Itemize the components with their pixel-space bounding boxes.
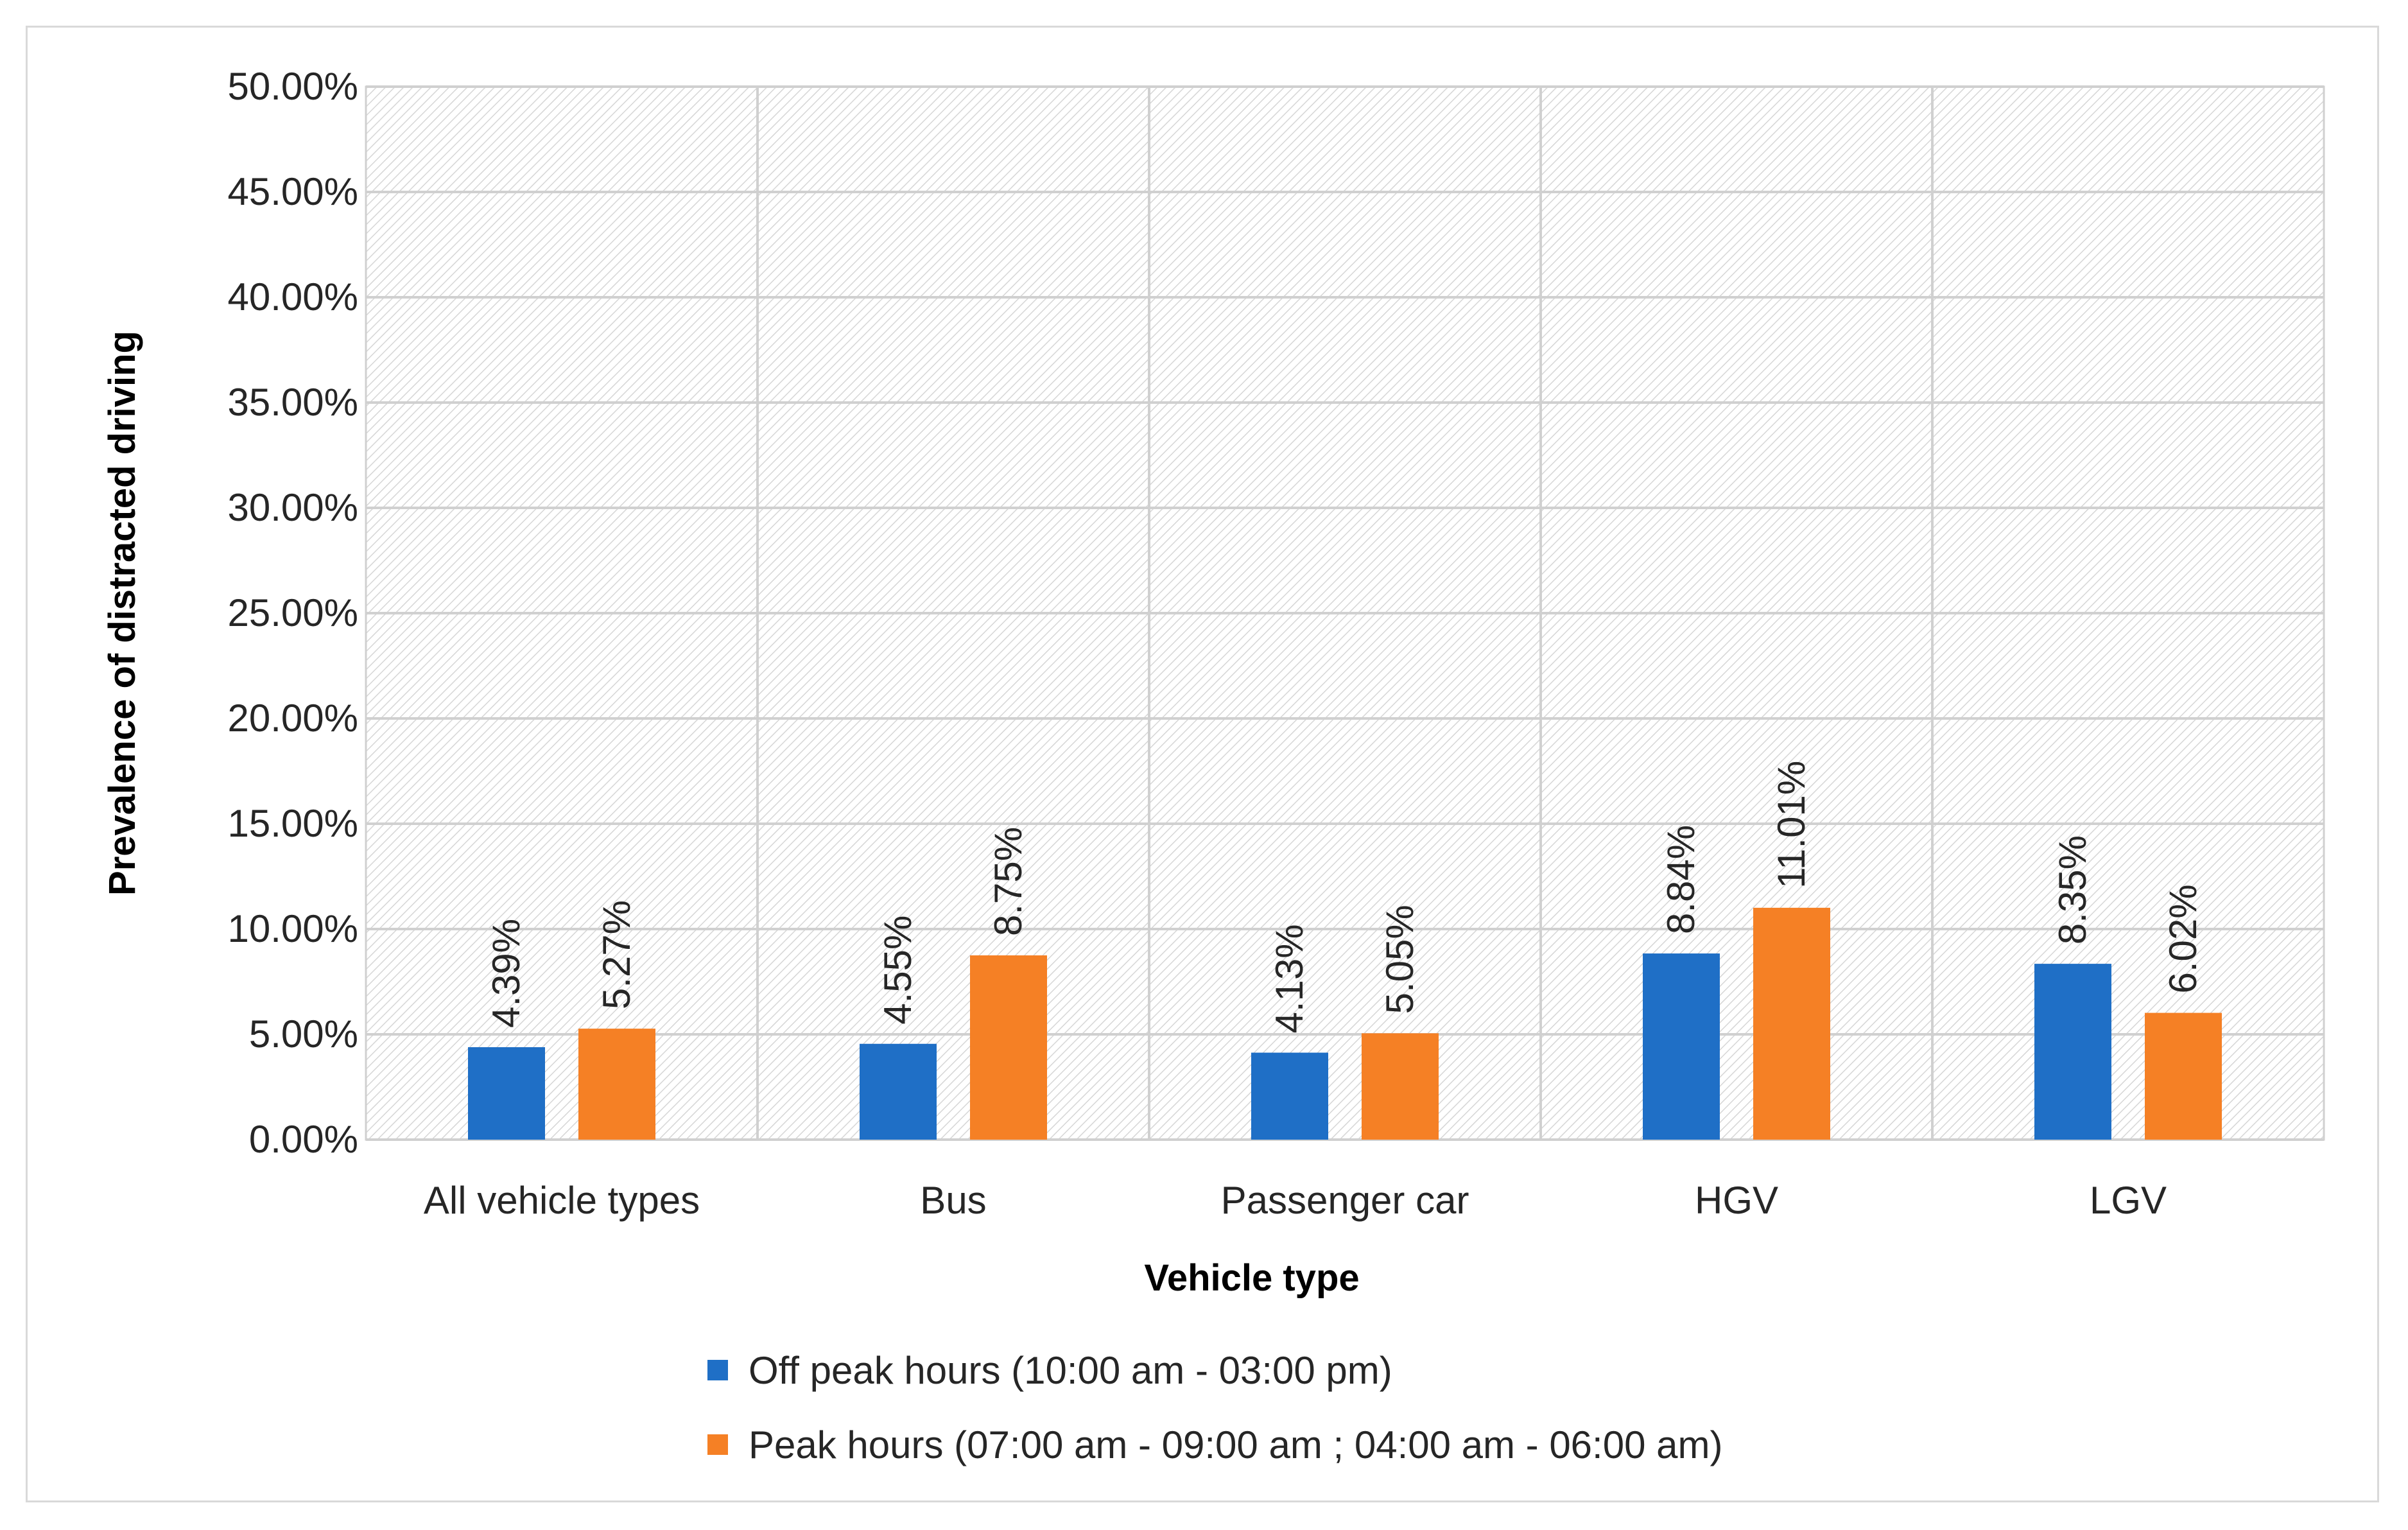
data-label: 4.13% [1268,924,1311,1033]
data-label: 11.01% [1770,761,1813,889]
data-label: 4.55% [876,916,919,1025]
data-labels: 4.39% 4.55% 4.13% 8.84% 8.35% 5.27% 8.75% 5.05%… [485,761,2204,1034]
bar-peak [2145,1013,2222,1140]
bar-peak [1362,1033,1439,1140]
x-axis-categories: All vehicle types Bus Passenger car HGV LGV [424,1179,2167,1222]
legend: Off peak hours (10:00 am - 03:00 pm) Pea… [707,1349,1722,1466]
y-tick-label: 50.00% [228,65,359,108]
y-tick-label: 40.00% [228,275,359,318]
y-tick-label: 10.00% [228,907,359,950]
y-tick-label: 5.00% [249,1013,358,1056]
y-tick-label: 30.00% [228,486,359,529]
y-axis-ticks: 0.00% 5.00% 10.00% 15.00% 20.00% 25.00% 30.00%… [228,65,359,1161]
y-tick-label: 15.00% [228,802,359,845]
bar-peak [970,955,1047,1140]
data-label: 8.84% [1659,825,1702,934]
x-axis-title: Vehicle type [1144,1257,1359,1299]
legend-swatch-peak [707,1434,728,1455]
gridlines [366,85,2324,1141]
bar-off-peak [860,1043,937,1140]
y-tick-label: 45.00% [228,170,359,213]
bars [468,907,2222,1140]
x-category-label: All vehicle types [424,1179,700,1222]
legend-label-off-peak: Off peak hours (10:00 am - 03:00 pm) [749,1349,1392,1392]
data-label: 8.75% [987,827,1030,936]
bar-peak [1753,907,1830,1140]
y-tick-label: 25.00% [228,591,359,634]
legend-label-peak: Peak hours (07:00 am - 09:00 am ; 04:00 … [749,1423,1722,1466]
y-tick-label: 20.00% [228,697,359,740]
x-category-label: HGV [1695,1179,1778,1222]
bar-off-peak [1251,1052,1328,1140]
y-tick-label: 35.00% [228,381,359,424]
data-label: 5.27% [595,900,638,1009]
bar-off-peak [1643,953,1720,1140]
bar-peak [578,1029,655,1140]
legend-swatch-off-peak [707,1360,728,1380]
bar-off-peak [2034,964,2111,1140]
data-label: 5.05% [1378,905,1421,1014]
data-label: 8.35% [2051,835,2094,944]
y-tick-label: 0.00% [249,1118,358,1161]
bar-off-peak [468,1047,545,1140]
data-label: 6.02% [2161,884,2204,993]
data-label: 4.39% [485,919,528,1028]
x-category-label: Bus [920,1179,986,1222]
y-axis-title: Prevalence of distracted driving [101,331,143,896]
x-category-label: Passenger car [1221,1179,1469,1222]
x-category-label: LGV [2090,1179,2167,1222]
